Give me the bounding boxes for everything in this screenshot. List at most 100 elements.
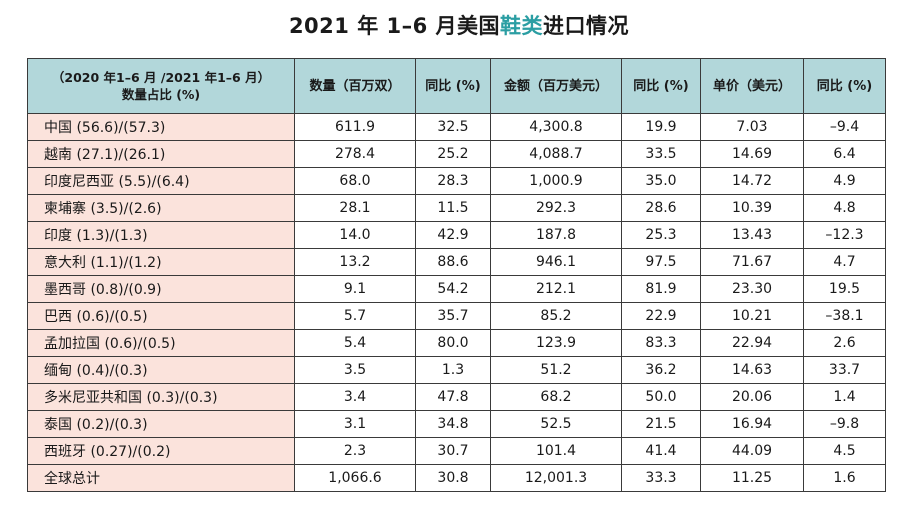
table-row: 墨西哥 (0.8)/(0.9) 9.1 54.2 212.1 81.9 23.30 19.5 <box>27 275 886 303</box>
cell-price-yoy: 4.9 <box>803 167 886 195</box>
title-suffix: 进口情况 <box>543 14 630 38</box>
cell-country: 墨西哥 (0.8)/(0.9) <box>27 275 295 303</box>
cell-amount-yoy: 19.9 <box>621 113 701 141</box>
cell-amount: 52.5 <box>490 410 622 438</box>
cell-amount: 946.1 <box>490 248 622 276</box>
cell-country: 孟加拉国 (0.6)/(0.5) <box>27 329 295 357</box>
table-row: 中国 (56.6)/(57.3) 611.9 32.5 4,300.8 19.9 7.03… <box>27 113 886 141</box>
cell-quantity: 2.3 <box>294 437 416 465</box>
cell-amount-yoy: 97.5 <box>621 248 701 276</box>
table-row: 泰国 (0.2)/(0.3) 3.1 34.8 52.5 21.5 16.94 –9.8 <box>27 410 886 438</box>
cell-price-yoy: –38.1 <box>803 302 886 330</box>
cell-quantity: 14.0 <box>294 221 416 249</box>
cell-country: 全球总计 <box>27 464 295 492</box>
cell-amount: 51.2 <box>490 356 622 384</box>
cell-quantity-yoy: 34.8 <box>415 410 491 438</box>
cell-quantity-yoy: 42.9 <box>415 221 491 249</box>
cell-country: 柬埔寨 (3.5)/(2.6) <box>27 194 295 222</box>
cell-amount: 4,088.7 <box>490 140 622 168</box>
cell-unit-price: 14.63 <box>700 356 804 384</box>
cell-quantity: 611.9 <box>294 113 416 141</box>
cell-amount-yoy: 35.0 <box>621 167 701 195</box>
cell-unit-price: 44.09 <box>700 437 804 465</box>
cell-quantity-yoy: 54.2 <box>415 275 491 303</box>
header-country: （2020 年1–6 月 /2021 年1–6 月） 数量占比 (%) <box>27 58 295 114</box>
cell-price-yoy: 6.4 <box>803 140 886 168</box>
table-row: 巴西 (0.6)/(0.5) 5.7 35.7 85.2 22.9 10.21 –38.1 <box>27 302 886 330</box>
cell-price-yoy: 1.6 <box>803 464 886 492</box>
cell-amount-yoy: 28.6 <box>621 194 701 222</box>
cell-unit-price: 10.39 <box>700 194 804 222</box>
cell-country: 越南 (27.1)/(26.1) <box>27 140 295 168</box>
cell-country: 巴西 (0.6)/(0.5) <box>27 302 295 330</box>
cell-amount: 292.3 <box>490 194 622 222</box>
cell-amount-yoy: 33.3 <box>621 464 701 492</box>
cell-quantity: 68.0 <box>294 167 416 195</box>
cell-country: 意大利 (1.1)/(1.2) <box>27 248 295 276</box>
table-row: 印度 (1.3)/(1.3) 14.0 42.9 187.8 25.3 13.43 –12.… <box>27 221 886 249</box>
cell-country: 印度尼西亚 (5.5)/(6.4) <box>27 167 295 195</box>
header-row: （2020 年1–6 月 /2021 年1–6 月） 数量占比 (%) 数量（百… <box>27 58 886 114</box>
title-highlight: 鞋类 <box>500 14 544 38</box>
header-price-yoy: 同比 (%) <box>803 58 886 114</box>
table-row: 西班牙 (0.27)/(0.2) 2.3 30.7 101.4 41.4 44.09 4.5 <box>27 437 886 465</box>
cell-country: 中国 (56.6)/(57.3) <box>27 113 295 141</box>
cell-amount-yoy: 21.5 <box>621 410 701 438</box>
cell-quantity: 3.4 <box>294 383 416 411</box>
import-table: （2020 年1–6 月 /2021 年1–6 月） 数量占比 (%) 数量（百… <box>27 58 886 492</box>
cell-unit-price: 20.06 <box>700 383 804 411</box>
cell-unit-price: 14.69 <box>700 140 804 168</box>
cell-quantity-yoy: 32.5 <box>415 113 491 141</box>
cell-amount-yoy: 41.4 <box>621 437 701 465</box>
cell-quantity: 3.1 <box>294 410 416 438</box>
header-quantity: 数量（百万双） <box>294 58 416 114</box>
cell-quantity: 28.1 <box>294 194 416 222</box>
cell-unit-price: 11.25 <box>700 464 804 492</box>
cell-price-yoy: 2.6 <box>803 329 886 357</box>
cell-country: 多米尼亚共和国 (0.3)/(0.3) <box>27 383 295 411</box>
cell-amount-yoy: 25.3 <box>621 221 701 249</box>
cell-quantity-yoy: 1.3 <box>415 356 491 384</box>
cell-price-yoy: –12.3 <box>803 221 886 249</box>
cell-amount-yoy: 83.3 <box>621 329 701 357</box>
cell-price-yoy: 4.5 <box>803 437 886 465</box>
cell-amount: 4,300.8 <box>490 113 622 141</box>
header-amount: 金额（百万美元） <box>490 58 622 114</box>
cell-quantity-yoy: 30.8 <box>415 464 491 492</box>
header-amount-yoy: 同比 (%) <box>621 58 701 114</box>
cell-quantity: 5.7 <box>294 302 416 330</box>
cell-quantity-yoy: 47.8 <box>415 383 491 411</box>
cell-price-yoy: 4.7 <box>803 248 886 276</box>
cell-amount-yoy: 33.5 <box>621 140 701 168</box>
cell-amount: 68.2 <box>490 383 622 411</box>
header-country-line2: 数量占比 (%) <box>121 87 201 102</box>
cell-unit-price: 23.30 <box>700 275 804 303</box>
table-row: 缅甸 (0.4)/(0.3) 3.5 1.3 51.2 36.2 14.63 33.7 <box>27 356 886 384</box>
cell-amount: 101.4 <box>490 437 622 465</box>
title-prefix: 2021 年 1–6 月美国 <box>288 14 501 38</box>
cell-quantity-yoy: 80.0 <box>415 329 491 357</box>
table-row: 柬埔寨 (3.5)/(2.6) 28.1 11.5 292.3 28.6 10.39 4.8 <box>27 194 886 222</box>
cell-amount-yoy: 50.0 <box>621 383 701 411</box>
header-country-line1: （2020 年1–6 月 /2021 年1–6 月） <box>51 70 271 85</box>
cell-quantity-yoy: 88.6 <box>415 248 491 276</box>
cell-country: 泰国 (0.2)/(0.3) <box>27 410 295 438</box>
cell-unit-price: 14.72 <box>700 167 804 195</box>
cell-amount-yoy: 81.9 <box>621 275 701 303</box>
cell-unit-price: 22.94 <box>700 329 804 357</box>
cell-unit-price: 71.67 <box>700 248 804 276</box>
cell-quantity: 5.4 <box>294 329 416 357</box>
cell-country: 缅甸 (0.4)/(0.3) <box>27 356 295 384</box>
cell-price-yoy: 4.8 <box>803 194 886 222</box>
cell-unit-price: 16.94 <box>700 410 804 438</box>
cell-amount: 123.9 <box>490 329 622 357</box>
cell-price-yoy: 1.4 <box>803 383 886 411</box>
cell-quantity: 13.2 <box>294 248 416 276</box>
header-unit-price: 单价（美元） <box>700 58 804 114</box>
cell-amount: 1,000.9 <box>490 167 622 195</box>
cell-quantity-yoy: 35.7 <box>415 302 491 330</box>
cell-price-yoy: 19.5 <box>803 275 886 303</box>
table-row: 越南 (27.1)/(26.1) 278.4 25.2 4,088.7 33.5 14.6… <box>27 140 886 168</box>
cell-unit-price: 7.03 <box>700 113 804 141</box>
cell-amount: 85.2 <box>490 302 622 330</box>
